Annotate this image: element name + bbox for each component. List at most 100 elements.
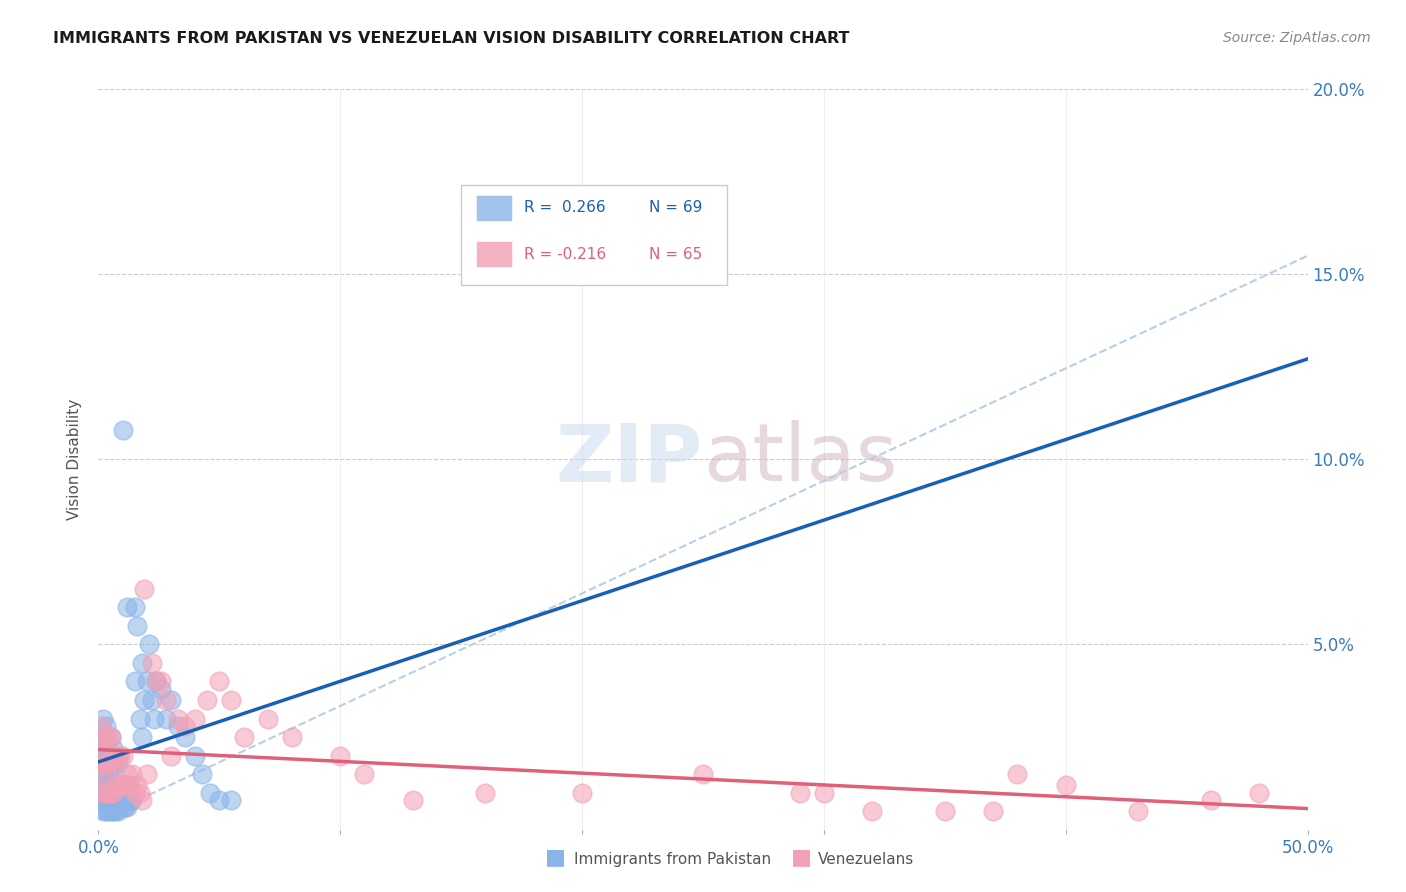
- Point: [208, 793, 231, 807]
- Point: [91, 712, 114, 726]
- Point: [934, 804, 956, 818]
- Point: [1249, 786, 1271, 800]
- Point: [100, 804, 122, 818]
- Point: [256, 712, 278, 726]
- Point: [134, 693, 156, 707]
- Point: [107, 786, 129, 800]
- Point: [107, 748, 129, 763]
- Text: R =  0.266: R = 0.266: [524, 200, 606, 215]
- Point: [111, 423, 134, 437]
- Point: [208, 674, 231, 689]
- Point: [100, 786, 122, 800]
- Point: [104, 756, 127, 770]
- Text: Venezuelans: Venezuelans: [818, 852, 914, 867]
- Point: [138, 637, 160, 651]
- Text: Source: ZipAtlas.com: Source: ZipAtlas.com: [1223, 31, 1371, 45]
- Point: [101, 741, 124, 756]
- Point: [474, 786, 496, 800]
- Point: [100, 756, 122, 770]
- Point: [221, 693, 243, 707]
- Point: [145, 674, 167, 689]
- Point: [118, 778, 141, 792]
- Point: [104, 748, 127, 763]
- Point: [150, 681, 173, 696]
- Point: [167, 719, 190, 733]
- Point: [101, 786, 124, 800]
- Point: [91, 756, 114, 770]
- Point: [91, 786, 114, 800]
- Point: [111, 778, 134, 792]
- Text: ■: ■: [792, 847, 811, 867]
- Point: [195, 693, 218, 707]
- Point: [127, 778, 149, 792]
- Point: [117, 800, 139, 814]
- Point: [117, 767, 139, 781]
- Point: [90, 730, 112, 744]
- Point: [94, 793, 117, 807]
- Point: [117, 778, 139, 792]
- Point: [111, 800, 134, 814]
- Point: [131, 656, 153, 670]
- Text: N = 69: N = 69: [648, 200, 702, 215]
- Point: [94, 719, 117, 733]
- Point: [221, 793, 243, 807]
- Point: [101, 756, 124, 770]
- Point: [134, 582, 156, 596]
- Point: [124, 674, 146, 689]
- Point: [111, 778, 134, 792]
- FancyBboxPatch shape: [461, 186, 727, 285]
- Text: ■: ■: [546, 847, 565, 867]
- Point: [107, 804, 129, 818]
- Point: [174, 730, 197, 744]
- Point: [155, 712, 177, 726]
- Y-axis label: Vision Disability: Vision Disability: [67, 399, 83, 520]
- Point: [114, 778, 136, 792]
- Point: [91, 804, 114, 818]
- Point: [91, 730, 114, 744]
- Point: [101, 786, 124, 800]
- Point: [124, 786, 146, 800]
- Point: [97, 730, 120, 744]
- Point: [90, 748, 112, 763]
- Point: [191, 767, 214, 781]
- Point: [107, 756, 129, 770]
- Point: [90, 756, 112, 770]
- Point: [127, 619, 149, 633]
- Point: [232, 730, 254, 744]
- Point: [104, 778, 127, 792]
- Point: [121, 767, 143, 781]
- Point: [1007, 767, 1029, 781]
- Point: [145, 674, 167, 689]
- Point: [101, 767, 124, 781]
- Point: [174, 719, 197, 733]
- Point: [981, 804, 1004, 818]
- Point: [571, 786, 593, 800]
- Bar: [475, 195, 512, 221]
- Point: [1128, 804, 1150, 818]
- Point: [329, 748, 352, 763]
- Point: [97, 756, 120, 770]
- Point: [100, 756, 122, 770]
- Point: [97, 786, 120, 800]
- Point: [402, 793, 425, 807]
- Point: [135, 767, 157, 781]
- Point: [94, 756, 117, 770]
- Point: [281, 730, 304, 744]
- Point: [114, 778, 136, 792]
- Point: [100, 730, 122, 744]
- Point: [131, 793, 153, 807]
- Text: atlas: atlas: [703, 420, 897, 499]
- Point: [813, 786, 835, 800]
- Point: [160, 748, 183, 763]
- Point: [143, 712, 166, 726]
- Point: [94, 804, 117, 818]
- Point: [108, 800, 131, 814]
- Point: [860, 804, 883, 818]
- Point: [101, 804, 124, 818]
- Text: N = 65: N = 65: [648, 247, 702, 261]
- Point: [353, 767, 375, 781]
- Point: [90, 793, 112, 807]
- Point: [121, 793, 143, 807]
- Point: [198, 786, 221, 800]
- Point: [90, 767, 112, 781]
